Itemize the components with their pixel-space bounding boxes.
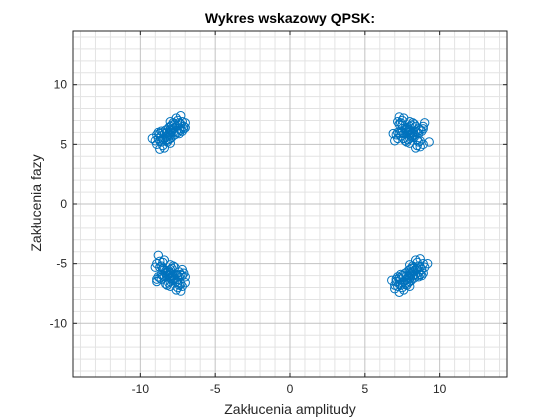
data-point [402, 270, 412, 281]
data-point [405, 116, 415, 127]
data-point [390, 136, 400, 146]
data-point [405, 121, 415, 132]
data-point [411, 255, 421, 265]
y-tick-label: 5 [60, 137, 67, 151]
data-point [150, 262, 161, 272]
data-point [155, 256, 165, 266]
data-point [165, 260, 175, 270]
data-point [417, 270, 427, 281]
x-tick-label: -10 [132, 382, 150, 396]
data-point [411, 143, 421, 153]
data-point [159, 133, 169, 144]
data-point [180, 278, 190, 288]
y-tick-label: -10 [50, 316, 68, 330]
data-point [419, 262, 430, 272]
y-tick-label: -5 [56, 257, 67, 271]
data-point [177, 126, 187, 136]
data-point [159, 143, 169, 153]
data-point [162, 270, 172, 281]
data-point [155, 144, 165, 154]
data-point [165, 121, 175, 132]
data-point [153, 272, 164, 282]
major-grid [73, 31, 507, 377]
data-point [153, 127, 164, 138]
data-point [159, 264, 169, 275]
data-point [147, 133, 158, 144]
data-point [415, 254, 425, 264]
data-point [393, 127, 403, 138]
data-point [388, 128, 398, 139]
data-point [419, 118, 430, 128]
data-point [180, 122, 190, 133]
data-point [394, 112, 404, 122]
data-point [408, 270, 418, 281]
data-point [402, 127, 412, 138]
data-point [408, 127, 418, 138]
data-point [155, 262, 165, 272]
data-point [159, 255, 169, 265]
data-point [168, 127, 178, 138]
data-point [405, 138, 415, 148]
x-tick-label: 5 [361, 382, 368, 396]
data-point [411, 121, 421, 132]
data-point [165, 264, 175, 275]
y-tick-labels: -10 -5 0 5 10 [50, 78, 68, 331]
x-tick-label: 10 [433, 382, 447, 396]
data-point [173, 282, 183, 293]
data-point [411, 264, 421, 275]
data-point [418, 139, 428, 150]
x-tick-label: 0 [287, 382, 294, 396]
data-point [422, 258, 433, 269]
data-point [173, 115, 183, 126]
data-point [152, 276, 162, 287]
data-point [165, 276, 175, 287]
data-point [176, 286, 186, 296]
x-axis-label: Zakłucenia amplitudy [224, 401, 356, 417]
data-point [405, 260, 415, 270]
x-tick-labels: -10 -5 0 5 10 [132, 382, 447, 396]
data-point [153, 250, 164, 261]
data-points [147, 111, 434, 297]
data-point [165, 116, 175, 127]
data-point [165, 281, 175, 292]
data-point [405, 133, 415, 144]
data-point [176, 111, 186, 121]
data-point [162, 127, 172, 138]
data-point [171, 276, 181, 287]
y-tick-label: 10 [54, 78, 68, 92]
data-point [165, 133, 175, 144]
data-point [399, 276, 409, 287]
data-point [405, 264, 415, 275]
data-point [165, 138, 175, 148]
tick-marks [73, 31, 507, 377]
data-point [397, 282, 407, 293]
data-point [397, 115, 407, 126]
data-point [405, 276, 415, 287]
chart-title: Wykres wskazowy QPSK: [205, 10, 375, 26]
data-point [415, 142, 425, 152]
x-tick-label: -5 [210, 382, 221, 396]
data-point [387, 275, 397, 286]
data-point [424, 137, 434, 147]
data-point [417, 126, 427, 136]
data-point [168, 270, 178, 281]
y-axis-label: Zakłucenia fazy [28, 154, 44, 251]
data-point [150, 136, 161, 146]
y-tick-label: 0 [60, 197, 67, 211]
data-point [394, 287, 404, 297]
data-point [399, 133, 409, 144]
data-point [171, 121, 181, 132]
data-point [152, 274, 162, 284]
data-point [415, 136, 425, 146]
data-point [405, 281, 415, 292]
